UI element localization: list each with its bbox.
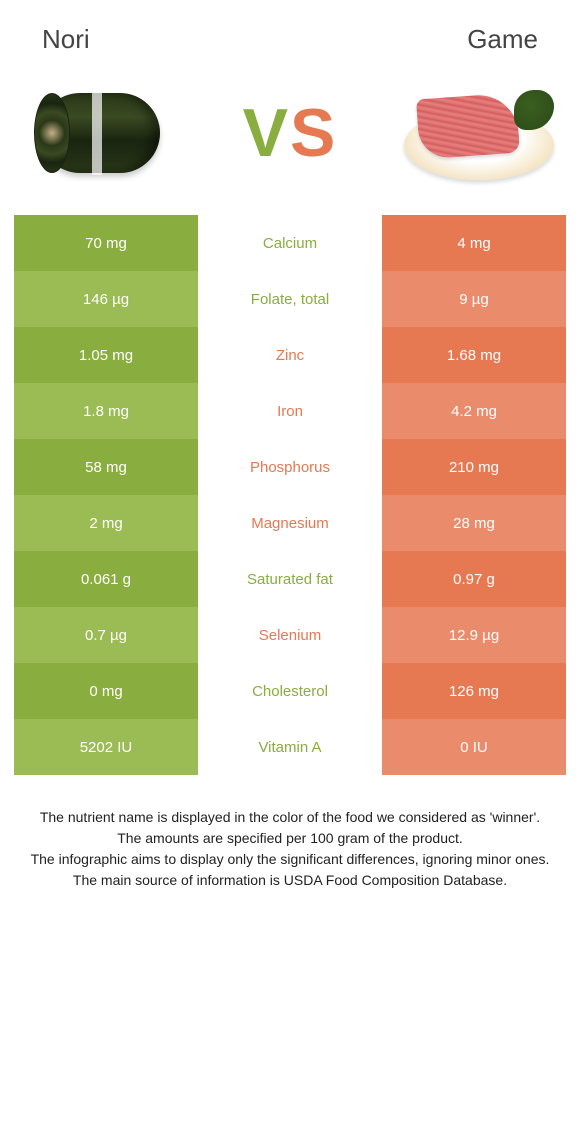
nutrient-right-value: 0 IU [382,719,566,775]
nutrient-row: 70 mgCalcium4 mg [14,215,566,271]
nutrient-label: Magnesium [198,495,382,551]
nutrient-right-value: 0.97 g [382,551,566,607]
left-food-title: Nori [42,24,90,55]
nutrient-label: Phosphorus [198,439,382,495]
header: Nori Game [14,10,566,69]
nutrient-row: 2 mgMagnesium28 mg [14,495,566,551]
nutrient-row: 146 µgFolate, total9 µg [14,271,566,327]
nutrient-right-value: 210 mg [382,439,566,495]
nutrient-label: Vitamin A [198,719,382,775]
nutrient-right-value: 28 mg [382,495,566,551]
nutrient-left-value: 0.061 g [14,551,198,607]
nutrient-left-value: 1.8 mg [14,383,198,439]
nutrient-row: 1.05 mgZinc1.68 mg [14,327,566,383]
nutrient-right-value: 4 mg [382,215,566,271]
nutrient-left-value: 146 µg [14,271,198,327]
nutrient-left-value: 1.05 mg [14,327,198,383]
nutrient-right-value: 4.2 mg [382,383,566,439]
nutrient-left-value: 58 mg [14,439,198,495]
nutrient-row: 58 mgPhosphorus210 mg [14,439,566,495]
footer-line: The nutrient name is displayed in the co… [30,807,550,828]
vs-label: VS [243,94,338,172]
nutrient-right-value: 9 µg [382,271,566,327]
nutrient-label: Saturated fat [198,551,382,607]
nutrient-table: 70 mgCalcium4 mg146 µgFolate, total9 µg1… [14,215,566,775]
nutrient-right-value: 1.68 mg [382,327,566,383]
nutrient-left-value: 70 mg [14,215,198,271]
footer-line: The amounts are specified per 100 gram o… [30,828,550,849]
nutrient-right-value: 126 mg [382,663,566,719]
nutrient-row: 0.7 µgSelenium12.9 µg [14,607,566,663]
footer-line: The main source of information is USDA F… [30,870,550,891]
vs-row: VS [14,69,566,207]
footer-line: The infographic aims to display only the… [30,849,550,870]
vs-s-letter: S [290,95,337,171]
nutrient-right-value: 12.9 µg [382,607,566,663]
nutrient-label: Folate, total [198,271,382,327]
nutrient-row: 0.061 gSaturated fat0.97 g [14,551,566,607]
nutrient-left-value: 0 mg [14,663,198,719]
nutrient-label: Selenium [198,607,382,663]
nutrient-row: 1.8 mgIron4.2 mg [14,383,566,439]
nutrient-row: 0 mgCholesterol126 mg [14,663,566,719]
nutrient-label: Cholesterol [198,663,382,719]
right-food-title: Game [467,24,538,55]
vs-v-letter: V [243,95,290,171]
nutrient-left-value: 2 mg [14,495,198,551]
nutrient-label: Iron [198,383,382,439]
nutrient-left-value: 5202 IU [14,719,198,775]
game-image [400,73,560,193]
nori-image [20,73,180,193]
nutrient-row: 5202 IUVitamin A0 IU [14,719,566,775]
footer-notes: The nutrient name is displayed in the co… [14,807,566,891]
nutrient-label: Zinc [198,327,382,383]
nutrient-label: Calcium [198,215,382,271]
nutrient-left-value: 0.7 µg [14,607,198,663]
